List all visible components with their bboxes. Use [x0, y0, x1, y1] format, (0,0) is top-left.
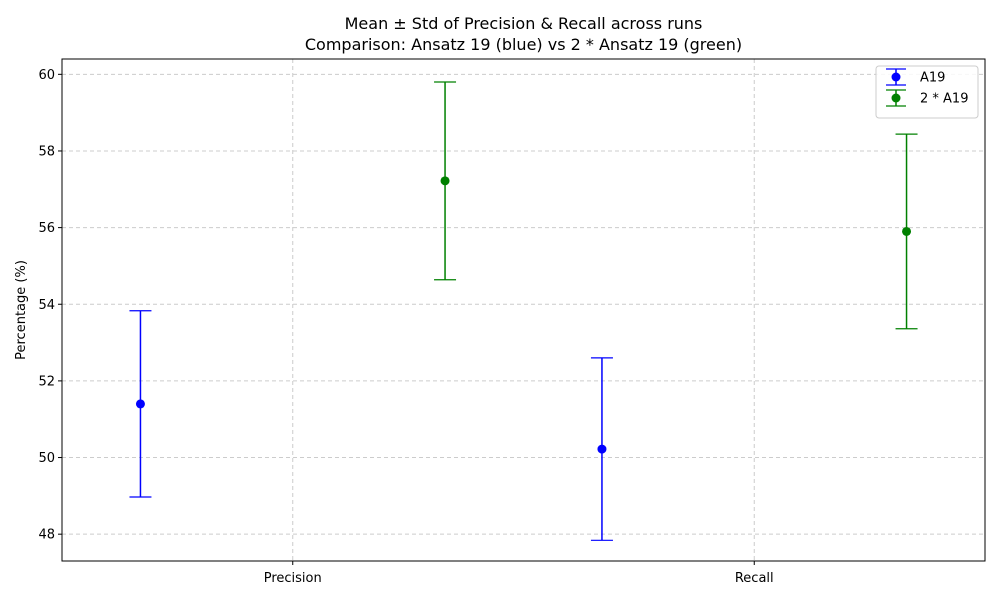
legend: A19 2 * A19: [875, 65, 979, 119]
data-marks: [129, 81, 918, 541]
legend-label: 2 * A19: [920, 92, 968, 107]
grid-lines: [62, 59, 985, 561]
y-tick-label: 54: [38, 298, 55, 313]
y-tick-label: 56: [38, 221, 55, 236]
legend-box: [875, 65, 979, 119]
y-tick-label: 50: [38, 451, 55, 466]
x-tick-label: Recall: [735, 571, 774, 586]
chart-subtitle: Comparison: Ansatz 19 (blue) vs 2 * Ansa…: [305, 35, 742, 54]
y-tick-label: 60: [38, 68, 55, 83]
y-tick-label: 58: [38, 144, 55, 159]
legend-swatch-point: [891, 93, 901, 103]
data-point: [135, 399, 145, 409]
y-axis-label: Percentage (%): [14, 260, 29, 360]
legend-label: A19: [920, 71, 945, 86]
plot-frame: [61, 58, 986, 562]
chart-title: Mean ± Std of Precision & Recall across …: [345, 14, 703, 33]
x-tick-label: Precision: [264, 571, 322, 586]
axis-ticks: 48 50 52 54 56 58 60 Precision Recall: [38, 68, 773, 586]
y-tick-label: 48: [38, 528, 55, 543]
data-point: [440, 176, 450, 186]
y-tick-label: 52: [38, 374, 55, 389]
data-point: [902, 226, 912, 236]
data-point: [597, 444, 607, 454]
legend-swatch-point: [891, 72, 901, 82]
